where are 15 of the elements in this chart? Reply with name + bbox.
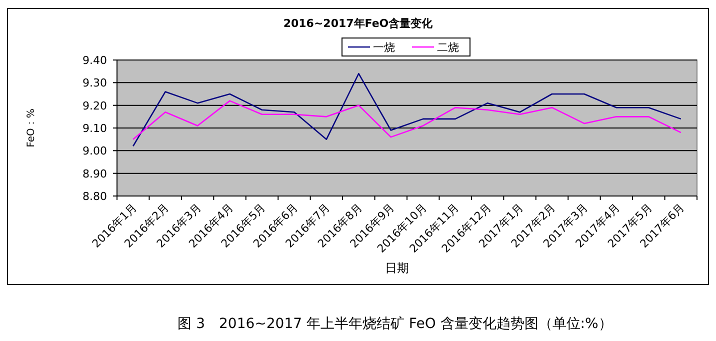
y-tick-label: 8.90 xyxy=(82,167,107,180)
y-tick-label: 9.20 xyxy=(82,99,107,112)
chart-title: 2016~2017年FeO含量变化 xyxy=(283,17,434,30)
line-series xyxy=(132,72,682,147)
y-axis-title: FeO：% xyxy=(26,108,37,148)
y-tick-label: 9.30 xyxy=(82,76,107,90)
y-tick-label: 9.10 xyxy=(82,122,107,135)
y-tick-label: 8.80 xyxy=(82,190,107,203)
legend-label: 一烧 xyxy=(373,41,395,54)
legend-label: 二烧 xyxy=(437,41,459,54)
y-tick-label: 9.40 xyxy=(82,54,107,67)
x-axis-title: 日期 xyxy=(385,261,409,275)
line-series xyxy=(132,100,682,140)
caption: 图 3 2016~2017 年上半年烧结矿 FeO 含量变化趋势图（单位:%） xyxy=(178,316,612,332)
y-tick-label: 9.00 xyxy=(82,144,107,158)
